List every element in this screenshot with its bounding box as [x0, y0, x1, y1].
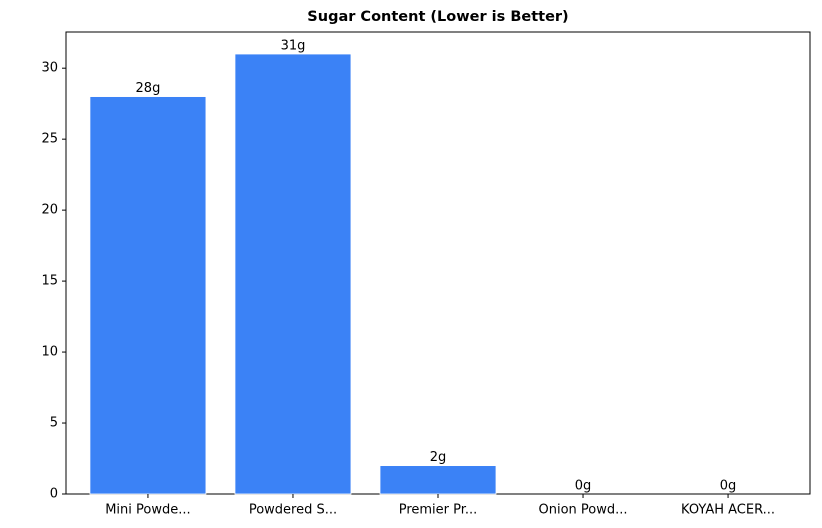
- value-label: 0g: [575, 479, 592, 494]
- x-tick-label: Powdered S...: [249, 503, 337, 518]
- y-tick-label: 30: [41, 61, 58, 76]
- y-tick-label: 15: [41, 274, 58, 289]
- x-tick-label: Onion Powd...: [539, 503, 628, 518]
- y-tick-label: 0: [50, 487, 58, 502]
- x-tick-label: Mini Powde...: [105, 503, 190, 518]
- y-tick-label: 20: [41, 203, 58, 218]
- y-tick-label: 10: [41, 345, 58, 360]
- y-tick-label: 5: [50, 416, 58, 431]
- bar: [234, 53, 352, 495]
- x-tick-label: KOYAH ACER...: [681, 503, 775, 518]
- value-label: 31g: [281, 39, 306, 54]
- chart-title: Sugar Content (Lower is Better): [307, 9, 568, 25]
- value-label: 0g: [720, 479, 737, 494]
- bar: [89, 96, 207, 495]
- x-tick-label: Premier Pr...: [399, 503, 478, 518]
- y-tick-label: 25: [41, 132, 58, 147]
- bar: [379, 465, 497, 495]
- value-label: 28g: [136, 81, 161, 96]
- value-label: 2g: [430, 450, 447, 465]
